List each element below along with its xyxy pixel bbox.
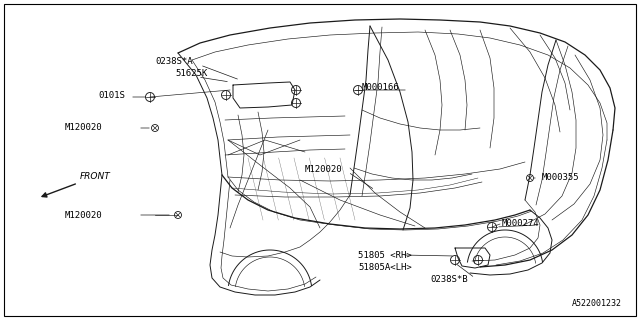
Text: A522001232: A522001232 (572, 299, 622, 308)
Text: M120020: M120020 (305, 165, 342, 174)
Text: M000166: M000166 (362, 84, 399, 92)
Text: FRONT: FRONT (80, 172, 111, 181)
Text: 51805A<LH>: 51805A<LH> (358, 262, 412, 271)
Text: 51625K: 51625K (175, 69, 207, 78)
Text: 0101S: 0101S (98, 92, 125, 100)
Text: M120020: M120020 (65, 123, 102, 132)
Text: 0238S*A: 0238S*A (155, 58, 193, 67)
Text: 51805 <RH>: 51805 <RH> (358, 252, 412, 260)
Text: M120020: M120020 (65, 211, 102, 220)
Text: 0238S*B: 0238S*B (430, 276, 468, 284)
Text: M000355: M000355 (542, 173, 580, 182)
Text: M000274: M000274 (502, 219, 540, 228)
